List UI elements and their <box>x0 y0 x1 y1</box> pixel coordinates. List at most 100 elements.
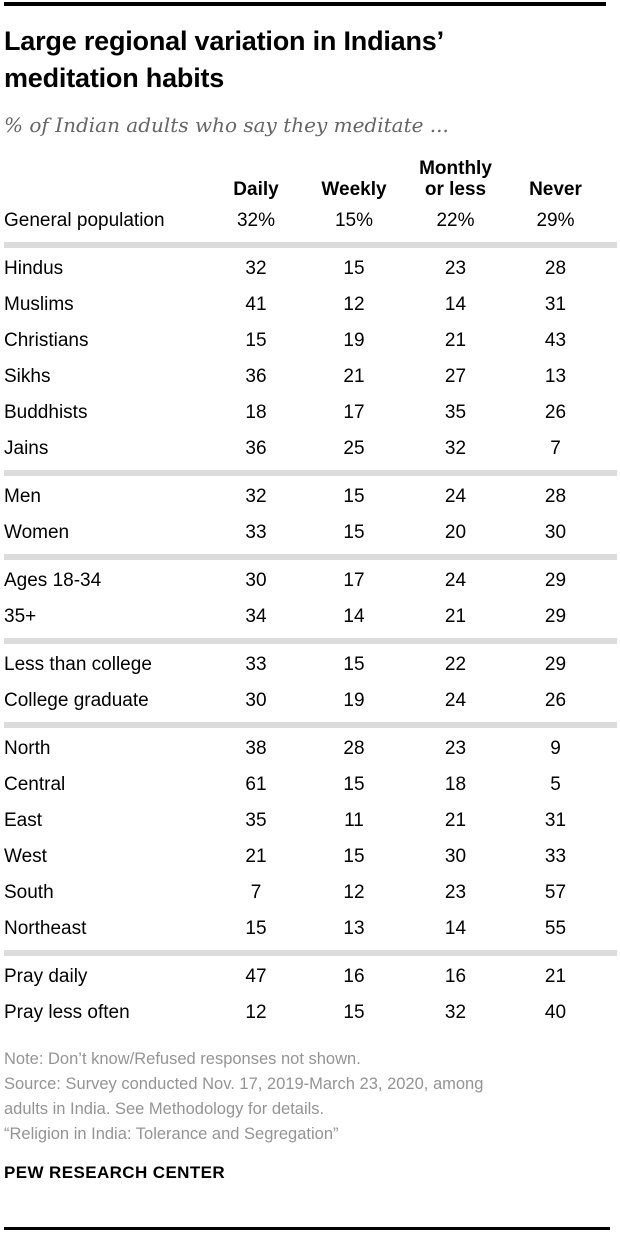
data-cell-never: 55 <box>544 918 567 939</box>
data-cell-never: 33 <box>544 846 567 867</box>
data-cell-weekly: 16 <box>343 966 365 987</box>
data-cell-daily: 15 <box>245 330 267 351</box>
report-title-line: “Religion in India: Tolerance and Segreg… <box>4 1125 339 1143</box>
section-separator <box>4 638 617 644</box>
data-cell-daily: 61 <box>245 774 267 795</box>
data-cell-weekly: 19 <box>343 690 365 711</box>
row-label: College graduate <box>4 690 149 711</box>
row-label: 35+ <box>4 606 37 627</box>
data-cell-daily: 35 <box>245 810 267 831</box>
top-rule <box>4 2 606 6</box>
data-cell-weekly: 17 <box>343 570 365 591</box>
data-cell-daily: 41 <box>245 294 267 315</box>
table-row: Central 61 15 18 5 <box>4 767 605 803</box>
row-label: Jains <box>4 438 49 459</box>
data-cell-weekly: 12 <box>343 294 365 315</box>
data-cell-monthly: 21 <box>444 606 467 627</box>
row-label: Men <box>4 486 41 507</box>
data-cell-never: 28 <box>544 486 567 507</box>
stats-table: Daily Weekly Monthly or less Never General p… <box>4 151 617 1031</box>
data-cell-never: 31 <box>544 810 567 831</box>
page-title-line-2: meditation habits <box>4 63 225 93</box>
data-cell-never: 9 <box>550 738 561 759</box>
data-cell-monthly: 27 <box>444 366 467 387</box>
data-cell-never: 30 <box>544 522 567 543</box>
data-cell-daily: 47 <box>245 966 267 987</box>
data-cell-daily: 15 <box>245 918 267 939</box>
data-cell-daily: 32 <box>245 486 267 507</box>
table-row: West 21 15 30 33 <box>4 839 605 875</box>
row-label: Less than college <box>4 654 152 675</box>
row-label: Central <box>4 774 66 795</box>
data-cell-monthly: 24 <box>444 570 467 591</box>
data-cell-never: 29 <box>544 654 567 675</box>
data-cell-never: 29 <box>544 570 567 591</box>
row-label: Women <box>4 522 70 543</box>
data-cell-monthly: 20 <box>444 522 467 543</box>
row-label: General population <box>4 210 165 231</box>
data-cell-daily: 36 <box>245 366 267 387</box>
table-row: Ages 18-34 30 17 24 29 <box>4 563 605 599</box>
data-cell-monthly: 32 <box>444 438 467 459</box>
source-line-1: Source: Survey conducted Nov. 17, 2019-M… <box>4 1075 484 1093</box>
data-cell-daily: 32 <box>245 258 267 279</box>
row-label: Pray less often <box>4 1002 130 1023</box>
data-cell-monthly: 23 <box>444 882 467 903</box>
row-label: West <box>4 846 47 867</box>
row-label: Ages 18-34 <box>4 570 102 591</box>
data-cell-never: 57 <box>544 882 567 903</box>
data-cell-daily: 7 <box>250 882 262 903</box>
data-cell-monthly: 14 <box>444 918 467 939</box>
data-cell-never: 29% <box>536 210 575 231</box>
data-cell-weekly: 15 <box>343 486 365 507</box>
data-cell-daily: 30 <box>245 690 267 711</box>
section-separator <box>4 470 617 476</box>
data-cell-weekly: 17 <box>343 402 365 423</box>
table-row: Women 33 15 20 30 <box>4 515 605 551</box>
data-cell-daily: 33 <box>245 654 267 675</box>
data-cell-monthly: 35 <box>444 402 467 423</box>
data-cell-monthly: 32 <box>444 1002 467 1023</box>
row-label: Christians <box>4 330 89 351</box>
table-row: South 7 12 23 57 <box>4 875 605 911</box>
data-cell-weekly: 14 <box>343 606 365 627</box>
table-row: Less than college 33 15 22 29 <box>4 647 605 683</box>
page-title: Large regional variation in Indians’ med… <box>4 23 600 97</box>
data-cell-weekly: 13 <box>343 918 365 939</box>
data-cell-monthly: 24 <box>444 690 467 711</box>
table-row: North 38 28 23 9 <box>4 731 605 767</box>
data-cell-monthly: 16 <box>444 966 467 987</box>
source-line-2: adults in India. See Methodology for det… <box>4 1100 325 1118</box>
table-row: Christians 15 19 21 43 <box>4 323 605 359</box>
data-cell-monthly: 24 <box>444 486 467 507</box>
data-cell-weekly: 15% <box>334 210 374 231</box>
data-cell-weekly: 28 <box>343 738 365 759</box>
row-label: Hindus <box>4 258 64 279</box>
data-cell-never: 26 <box>544 690 567 711</box>
data-cell-daily: 32% <box>236 210 276 231</box>
data-cell-never: 28 <box>544 258 567 279</box>
row-label: Northeast <box>4 918 87 939</box>
data-cell-monthly: 22% <box>436 210 475 231</box>
data-cell-never: 43 <box>544 330 567 351</box>
data-cell-never: 5 <box>550 774 561 795</box>
data-cell-weekly: 15 <box>343 522 365 543</box>
data-cell-weekly: 15 <box>343 1002 365 1023</box>
data-cell-never: 21 <box>544 966 567 987</box>
data-cell-never: 13 <box>544 366 567 387</box>
table-row: Northeast 15 13 14 55 <box>4 911 605 947</box>
data-cell-weekly: 19 <box>343 330 365 351</box>
bottom-rule <box>4 1227 610 1230</box>
table-row: Pray less often 12 15 32 40 <box>4 995 605 1031</box>
data-cell-weekly: 15 <box>343 774 365 795</box>
row-label: Muslims <box>4 294 74 315</box>
data-cell-daily: 21 <box>245 846 267 867</box>
footnotes: Note: Don’t know/Refused responses not s… <box>4 1047 620 1147</box>
data-cell-weekly: 12 <box>343 882 365 903</box>
data-cell-never: 40 <box>544 1002 567 1023</box>
data-cell-daily: 33 <box>245 522 267 543</box>
row-label: North <box>4 738 51 759</box>
page-title-line-1: Large regional variation in Indians’ <box>4 26 444 56</box>
data-cell-never: 31 <box>544 294 567 315</box>
section-separator <box>4 242 617 248</box>
